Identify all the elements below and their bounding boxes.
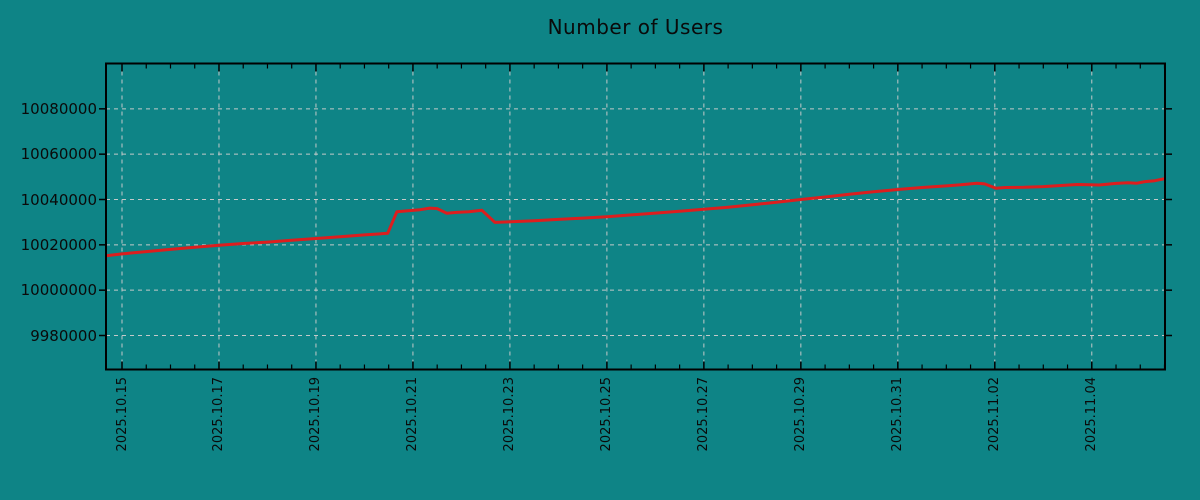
y-tick-label: 9980000	[30, 326, 97, 345]
x-tick-label: 2025.11.02	[987, 377, 1003, 452]
x-tick-label: 2025.11.04	[1084, 377, 1100, 452]
x-tick-label: 2025.10.19	[308, 377, 324, 452]
x-tick-label: 2025.10.25	[599, 377, 615, 452]
y-tick-label: 10040000	[20, 190, 97, 209]
y-tick-label: 10000000	[20, 281, 97, 300]
chart-title: Number of Users	[547, 15, 724, 39]
y-tick-label: 10060000	[20, 145, 97, 164]
y-tick-label: 10020000	[20, 235, 97, 254]
x-tick-label: 2025.10.27	[696, 377, 712, 452]
x-tick-label: 2025.10.29	[793, 377, 809, 452]
users-line-series	[106, 177, 1165, 258]
x-tick-label: 2025.10.15	[114, 377, 130, 452]
plot-frame	[105, 62, 1166, 371]
y-tick-label: 10080000	[20, 99, 97, 118]
x-tick-label: 2025.10.31	[890, 377, 906, 452]
x-tick-label: 2025.10.21	[405, 377, 421, 452]
x-tick-label: 2025.10.17	[211, 377, 227, 452]
x-tick-label: 2025.10.23	[502, 377, 518, 452]
